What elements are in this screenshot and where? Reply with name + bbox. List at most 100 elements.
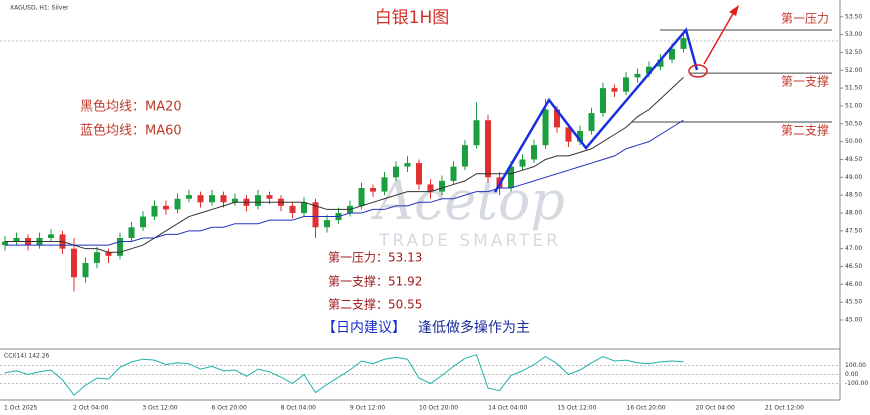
candle-body	[312, 202, 319, 228]
candle-body	[381, 177, 388, 192]
y-tick-label: 50.50	[845, 120, 862, 127]
y-tick-label: 49.50	[845, 156, 862, 163]
candle-body	[393, 166, 399, 178]
candle-body	[358, 188, 365, 206]
cci-tick-label: 100.00	[845, 362, 866, 369]
candle-body	[646, 66, 652, 74]
candle-body	[128, 227, 135, 238]
candle-body	[485, 120, 491, 178]
y-tick-label: 51.00	[845, 102, 862, 109]
candle-body	[416, 163, 422, 185]
candle-body	[174, 198, 181, 210]
x-tick-label: 1 Oct 2025	[4, 405, 37, 412]
candle-body	[197, 195, 204, 203]
candle-body	[71, 248, 77, 278]
candle-body	[542, 109, 549, 146]
candle-body	[600, 88, 606, 114]
x-tick-label: 6 Oct 20:00	[212, 405, 247, 412]
cci-tick-label: -100.00	[845, 380, 868, 387]
y-tick-label: 50.00	[845, 138, 862, 145]
level-note: 第一压力：53.13	[328, 251, 422, 265]
candle-body	[531, 145, 537, 160]
y-tick-label: 46.00	[845, 281, 862, 288]
level-label: 第一支撑	[781, 74, 829, 89]
candle-body	[565, 127, 572, 142]
candle-body	[680, 38, 687, 49]
candle-body	[439, 180, 445, 192]
y-tick-label: 45.50	[845, 299, 862, 306]
y-tick-label: 47.50	[845, 227, 862, 234]
moving-average	[5, 119, 684, 246]
level-label: 第一压力	[781, 11, 829, 25]
candle-body	[94, 252, 100, 263]
cci-label: CCI(14) 142.26	[4, 353, 50, 360]
trend-zigzag	[493, 27, 699, 193]
x-tick-label: 8 Oct 04:00	[281, 405, 316, 412]
moving-average	[5, 77, 684, 253]
ma-note: 蓝色均线：MA60	[80, 123, 182, 139]
candle-body	[588, 113, 595, 131]
cci-tick-label: 0.00	[845, 371, 859, 378]
x-tick-label: 9 Oct 12:00	[350, 405, 385, 412]
candle-body	[657, 59, 664, 67]
candle-body	[462, 145, 468, 167]
candle-body	[13, 237, 20, 242]
watermark-brand: Acetop	[370, 169, 565, 232]
highlight-circle	[688, 64, 708, 78]
candle-body	[82, 262, 89, 278]
candle-body	[301, 202, 307, 213]
ma-note: 黑色均线：MA20	[80, 99, 182, 115]
cci-line	[4, 354, 684, 396]
candle-body	[140, 216, 146, 228]
x-tick-label: 3 Oct 12:00	[142, 405, 177, 412]
y-tick-label: 46.50	[845, 263, 862, 270]
candle-body	[473, 120, 480, 146]
candle-body	[611, 88, 618, 92]
x-tick-label: 20 Oct 04:00	[696, 405, 735, 412]
candle-body	[623, 77, 629, 92]
y-tick-label: 45.00	[845, 317, 862, 324]
y-tick-label: 47.00	[845, 245, 862, 252]
candle-body	[289, 205, 296, 213]
candle-body	[48, 234, 54, 238]
candle-body	[370, 188, 376, 192]
candle-body	[669, 48, 675, 60]
x-tick-label: 16 Oct 20:00	[627, 405, 666, 412]
candle-body	[266, 195, 273, 199]
level-note: 第一支撑：51.92	[328, 274, 422, 289]
watermark-tagline: TRADE SMARTER	[378, 231, 561, 251]
candle-body	[255, 195, 261, 206]
candle-body	[404, 163, 411, 167]
x-tick-label: 14 Oct 04:00	[488, 405, 527, 412]
candle-body	[427, 184, 434, 192]
y-tick-label: 49.00	[845, 174, 862, 181]
y-tick-label: 53.00	[845, 31, 862, 38]
x-tick-label: 21 Oct 12:00	[765, 405, 804, 412]
candle-body	[519, 159, 526, 167]
y-tick-label: 53.50	[845, 13, 862, 20]
x-tick-label: 15 Oct 12:00	[557, 405, 596, 412]
candle-body	[554, 109, 560, 128]
arrow-head	[729, 5, 739, 16]
candle-body	[186, 195, 192, 199]
candle-body	[209, 195, 215, 203]
candle-body	[577, 130, 583, 142]
candle-body	[634, 73, 641, 78]
symbol-label: XAGUSD, H1: Silver	[10, 5, 69, 12]
advice-text: 逢低做多操作为主	[418, 319, 530, 336]
candle-body	[151, 205, 158, 217]
x-tick-label: 10 Oct 20:00	[419, 405, 458, 412]
candle-body	[220, 195, 227, 203]
arrow-shaft	[703, 11, 735, 65]
chart-title: 白银1H图	[375, 8, 450, 28]
advice-tag: 【日内建议】	[322, 320, 406, 336]
y-tick-label: 48.50	[845, 192, 862, 199]
y-tick-label: 52.00	[845, 67, 862, 74]
candle-body	[117, 237, 123, 256]
y-tick-label: 51.50	[845, 85, 862, 92]
x-tick-label: 2 Oct 04:00	[73, 405, 108, 412]
watermark: Acetop TRADE SMARTER	[370, 169, 565, 251]
y-tick-label: 48.00	[845, 209, 862, 216]
